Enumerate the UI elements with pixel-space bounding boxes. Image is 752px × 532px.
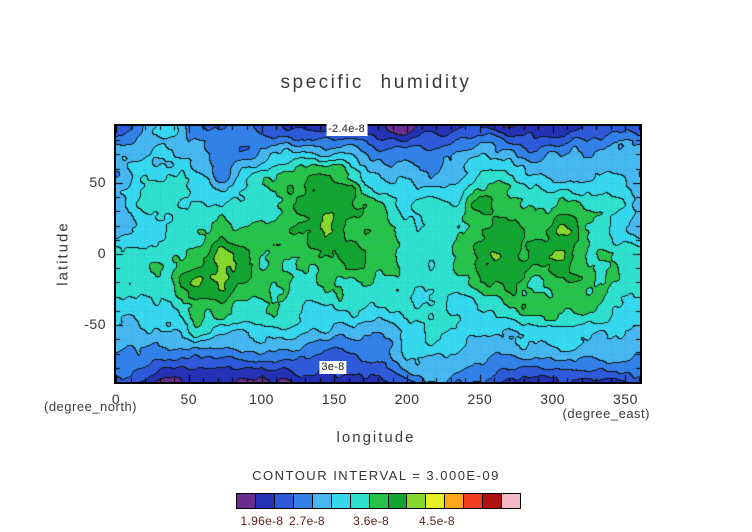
- colorbar-cell: [502, 494, 521, 508]
- colorbar-cell: [237, 494, 256, 508]
- contour-canvas: [116, 126, 640, 382]
- y-tick-label: 50: [89, 173, 106, 190]
- y-tick-label: 0: [97, 245, 106, 261]
- x-tick-label: 150: [321, 391, 347, 407]
- colorbar-cell: [426, 494, 446, 508]
- colorbar-tick-label: 2.7e-8: [289, 514, 325, 528]
- colorbar-cell: [388, 494, 408, 508]
- colorbar-cell: [331, 494, 351, 508]
- colorbar-tick-label: 4.5e-8: [419, 514, 455, 528]
- colorbar: [236, 493, 521, 509]
- colorbar-cell: [312, 494, 332, 508]
- contour-line-label: -2.4e-8: [326, 122, 368, 136]
- y-tick-label: -50: [84, 316, 106, 333]
- x-tick-label: 100: [249, 391, 274, 407]
- x-tick-label: 350: [613, 391, 638, 407]
- colorbar-cell: [369, 494, 389, 508]
- colorbar-cell: [464, 494, 484, 508]
- x-tick-label: 0: [111, 391, 121, 407]
- colorbar-cell: [255, 494, 275, 508]
- colorbar-tick-label: 1.96e-8: [240, 514, 284, 528]
- x-tick-label: 300: [540, 391, 566, 407]
- colorbar-tick-label: 3.6e-8: [353, 514, 389, 528]
- x-tick-label: 200: [394, 391, 420, 407]
- x-axis-unit-label: (degree_east): [562, 406, 650, 421]
- x-axis-label: longitude: [336, 429, 416, 446]
- contour-interval-label: CONTOUR INTERVAL = 3.000E-09: [252, 468, 500, 483]
- colorbar-cell: [274, 494, 294, 508]
- colorbar-cell: [483, 494, 503, 508]
- plot-area: [114, 124, 642, 384]
- x-tick-label: 50: [180, 391, 198, 407]
- colorbar-cell: [350, 494, 370, 508]
- chart-title: specific humidity: [280, 72, 472, 93]
- y-axis-unit-label: (degree_north): [44, 399, 137, 414]
- contour-line-label: 3e-8: [319, 360, 347, 374]
- x-tick-label: 250: [467, 391, 493, 407]
- colorbar-cell: [407, 494, 427, 508]
- colorbar-cell: [293, 494, 313, 508]
- colorbar-cell: [445, 494, 465, 508]
